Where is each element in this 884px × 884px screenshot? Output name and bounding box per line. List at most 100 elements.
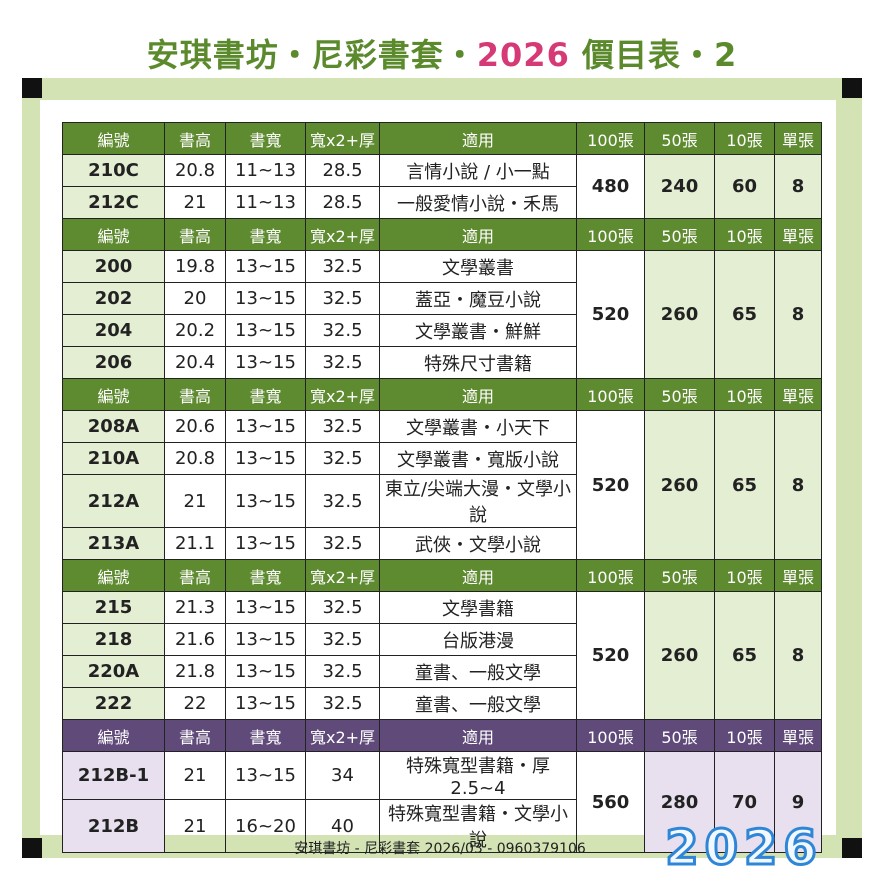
header-cell: 適用 — [379, 378, 577, 411]
corner-top-left — [22, 78, 42, 98]
book-height: 21.6 — [164, 623, 226, 656]
book-width: 11~13 — [225, 154, 306, 187]
model-code: 208A — [62, 410, 165, 443]
width-spec: 34 — [305, 751, 380, 800]
table-row: 220A 21.8 13~15 32.5 童書、一般文學 — [62, 655, 822, 688]
price-table: 編號 書高 書寬 寬x2+厚 適用 100張 50張 10張 單張 210C 20.8 11~13 28… — [62, 122, 822, 853]
book-width: 13~15 — [225, 346, 306, 379]
table-row: 210A 20.8 13~15 32.5 文學叢書・寬版小說 — [62, 442, 822, 475]
usage-text: 文學叢書 — [379, 250, 577, 283]
model-code: 212C — [62, 186, 165, 219]
table-row: 215 21.3 13~15 32.5 文學書籍 520 260 65 8 — [62, 591, 822, 720]
price-100: 520 — [576, 250, 645, 379]
header-cell: 100張 — [576, 719, 645, 752]
header-row: 編號 書高 書寬 寬x2+厚 適用 100張 50張 10張 單張 — [62, 122, 822, 155]
model-code: 218 — [62, 623, 165, 656]
book-width: 13~15 — [225, 751, 306, 800]
usage-text: 武俠・文學小說 — [379, 527, 577, 560]
header-row: 編號 書高 書寬 寬x2+厚 適用 100張 50張 10張 單張 — [62, 719, 822, 752]
price-50: 280 — [644, 751, 715, 853]
header-cell: 單張 — [774, 378, 822, 411]
usage-text: 東立/尖端大漫・文學小說 — [379, 474, 577, 528]
header-cell: 編號 — [62, 719, 165, 752]
book-height: 20 — [164, 282, 226, 315]
header-cell: 50張 — [644, 378, 715, 411]
usage-text: 台版港漫 — [379, 623, 577, 656]
book-height: 20.6 — [164, 410, 226, 443]
usage-text: 文學書籍 — [379, 591, 577, 624]
header-cell: 適用 — [379, 559, 577, 592]
width-spec: 32.5 — [305, 314, 380, 347]
book-width: 13~15 — [225, 442, 306, 475]
table-row: 212C 21 11~13 28.5 一般愛情小說・禾馬 — [62, 186, 822, 219]
price-100: 520 — [576, 591, 645, 720]
header-cell: 寬x2+厚 — [305, 378, 380, 411]
book-height: 20.8 — [164, 442, 226, 475]
header-cell: 50張 — [644, 719, 715, 752]
price-10: 70 — [714, 751, 775, 853]
header-cell: 單張 — [774, 559, 822, 592]
price-100: 560 — [576, 751, 645, 853]
year-deco-text: 2026 — [665, 820, 823, 874]
header-cell: 10張 — [714, 719, 775, 752]
header-cell: 50張 — [644, 122, 715, 155]
table-row: 212A 21 13~15 32.5 東立/尖端大漫・文學小說 — [62, 474, 822, 528]
width-spec: 28.5 — [305, 154, 380, 187]
header-cell: 寬x2+厚 — [305, 122, 380, 155]
header-cell: 書高 — [164, 218, 226, 251]
model-code: 210A — [62, 442, 165, 475]
price-100: 480 — [576, 154, 645, 219]
width-spec: 40 — [305, 799, 380, 853]
book-width: 13~15 — [225, 474, 306, 528]
header-cell: 10張 — [714, 218, 775, 251]
header-cell: 100張 — [576, 122, 645, 155]
usage-text: 特殊尺寸書籍 — [379, 346, 577, 379]
book-height: 21.3 — [164, 591, 226, 624]
header-cell: 書寬 — [225, 559, 306, 592]
title-year: 2026 — [476, 36, 570, 74]
table-row: 208A 20.6 13~15 32.5 文學叢書・小天下 520 260 65 8 — [62, 410, 822, 560]
header-cell: 編號 — [62, 218, 165, 251]
book-height: 21 — [164, 751, 226, 800]
book-width: 13~15 — [225, 410, 306, 443]
header-cell: 單張 — [774, 122, 822, 155]
book-height: 21 — [164, 474, 226, 528]
header-cell: 書高 — [164, 559, 226, 592]
header-cell: 10張 — [714, 378, 775, 411]
price-single: 8 — [774, 250, 822, 379]
book-width: 13~15 — [225, 623, 306, 656]
model-code: 204 — [62, 314, 165, 347]
table-row: 200 19.8 13~15 32.5 文學叢書 520 260 65 8 — [62, 250, 822, 379]
header-cell: 適用 — [379, 218, 577, 251]
table-row: 206 20.4 13~15 32.5 特殊尺寸書籍 — [62, 346, 822, 379]
model-code: 210C — [62, 154, 165, 187]
usage-text: 言情小說 / 小一點 — [379, 154, 577, 187]
price-single: 8 — [774, 154, 822, 219]
price-10: 65 — [714, 591, 775, 720]
book-width: 11~13 — [225, 186, 306, 219]
book-width: 13~15 — [225, 591, 306, 624]
header-row: 編號 書高 書寬 寬x2+厚 適用 100張 50張 10張 單張 — [62, 218, 822, 251]
book-width: 13~15 — [225, 655, 306, 688]
usage-text: 一般愛情小說・禾馬 — [379, 186, 577, 219]
usage-text: 特殊寬型書籍・文學小說 — [379, 799, 577, 853]
model-code: 212B — [62, 799, 165, 853]
header-cell: 50張 — [644, 559, 715, 592]
header-cell: 寬x2+厚 — [305, 559, 380, 592]
header-cell: 書寬 — [225, 218, 306, 251]
header-cell: 寬x2+厚 — [305, 719, 380, 752]
usage-text: 童書、一般文學 — [379, 687, 577, 720]
width-spec: 32.5 — [305, 527, 380, 560]
title-part2: 價目表・2 — [569, 36, 738, 74]
table-row: 212B 21 16~20 40 特殊寬型書籍・文學小說 — [62, 799, 822, 853]
table-row: 213A 21.1 13~15 32.5 武俠・文學小說 — [62, 527, 822, 560]
header-cell: 書高 — [164, 122, 226, 155]
header-cell: 單張 — [774, 719, 822, 752]
price-50: 240 — [644, 154, 715, 219]
price-10: 65 — [714, 410, 775, 560]
table-row: 210C 20.8 11~13 28.5 言情小說 / 小一點 480 240 60 8 — [62, 154, 822, 219]
corner-bottom-right — [842, 838, 862, 858]
price-50: 260 — [644, 591, 715, 720]
book-height: 19.8 — [164, 250, 226, 283]
table-row: 222 22 13~15 32.5 童書、一般文學 — [62, 687, 822, 720]
